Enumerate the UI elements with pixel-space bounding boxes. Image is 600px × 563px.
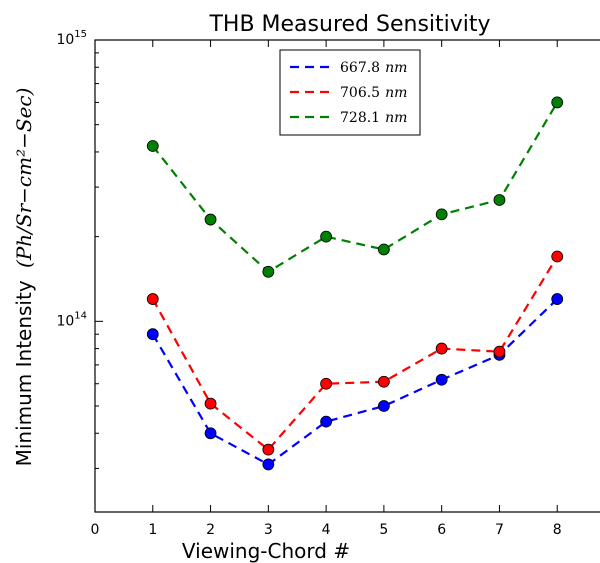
x-tick-label: 4	[322, 522, 331, 538]
data-point	[146, 140, 159, 152]
series-line	[151, 298, 558, 466]
plot-area	[94, 39, 600, 513]
legend-label-value: 667.8	[340, 60, 380, 76]
series-group	[146, 250, 564, 456]
x-tick-label: 2	[206, 522, 215, 538]
data-point	[435, 208, 448, 221]
x-tick-label: 7	[495, 522, 504, 538]
legend-label-unit: nm	[385, 110, 407, 126]
y-axis-label: Minimum Intensity (Ph/Sr−cm²−Sec)	[12, 88, 36, 467]
data-point	[377, 400, 390, 412]
data-point	[551, 293, 564, 305]
y-tick-label-exponent: 15	[74, 29, 87, 40]
legend-label-value: 728.1	[340, 110, 380, 126]
plot-frame	[94, 39, 600, 513]
legend-label-unit: nm	[385, 60, 407, 76]
data-point	[551, 250, 564, 263]
y-tick-label-base: 10	[56, 32, 74, 48]
series-line	[151, 101, 559, 274]
legend-label-value: 706.5	[340, 85, 380, 101]
data-point	[377, 243, 390, 256]
data-point	[377, 375, 390, 388]
y-tick-label-base: 10	[56, 313, 74, 329]
data-point	[320, 377, 333, 390]
data-point	[320, 415, 333, 428]
series-line	[151, 255, 559, 452]
data-point	[435, 342, 448, 355]
series-layer	[146, 96, 564, 471]
legend-label-unit: nm	[385, 85, 407, 101]
y-axis-label-text: Minimum Intensity	[12, 280, 36, 466]
series-group	[146, 96, 564, 278]
y-tick-label-exponent: 14	[74, 310, 87, 321]
y-tick-label: 1015	[56, 29, 87, 48]
x-tick-label: 5	[379, 522, 388, 538]
x-tick-label: 1	[148, 522, 157, 538]
x-tick-label: 0	[91, 522, 100, 538]
x-tick-label: 8	[553, 522, 562, 538]
x-tick-label: 6	[437, 522, 446, 538]
data-point	[262, 458, 275, 471]
x-axis-label: Viewing-Chord #	[182, 539, 350, 563]
legend-label: 728.1 nm	[340, 110, 407, 126]
data-point	[204, 213, 217, 226]
data-point	[146, 293, 159, 305]
data-point	[435, 373, 448, 386]
data-point	[262, 443, 275, 456]
chart-title: THB Measured Sensitivity	[208, 12, 490, 37]
x-axis-ticks: 0 1 2 3 4 5 6 7 8	[91, 40, 562, 538]
data-point	[146, 328, 159, 341]
data-point	[493, 345, 506, 358]
data-point	[551, 96, 564, 109]
data-point	[493, 194, 506, 206]
legend-label: 667.8 nm	[340, 60, 407, 76]
data-point	[320, 230, 333, 243]
legend-box	[279, 49, 421, 136]
data-point	[262, 265, 275, 278]
legend: 667.8 nm 706.5 nm 728.1 nm	[279, 49, 421, 136]
y-tick-label: 1014	[56, 310, 87, 329]
data-point	[204, 427, 217, 440]
x-tick-label: 3	[264, 522, 273, 538]
data-point	[204, 397, 217, 410]
series-group	[146, 293, 564, 471]
legend-label: 706.5 nm	[340, 85, 407, 101]
y-axis-label-units: (Ph/Sr−cm²−Sec)	[12, 88, 36, 268]
